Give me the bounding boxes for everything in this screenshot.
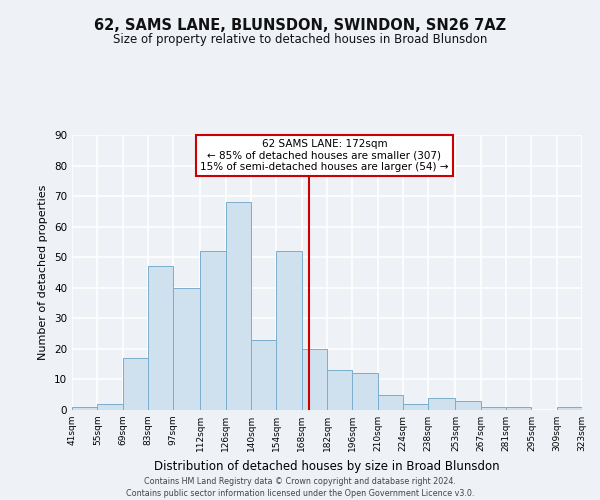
Text: Size of property relative to detached houses in Broad Blunsdon: Size of property relative to detached ho…	[113, 32, 487, 46]
Bar	[302, 349, 327, 410]
Bar	[72, 407, 97, 410]
Bar	[226, 202, 251, 410]
Text: Contains HM Land Registry data © Crown copyright and database right 2024.: Contains HM Land Registry data © Crown c…	[144, 478, 456, 486]
Bar	[200, 251, 226, 410]
Bar	[352, 374, 377, 410]
Bar	[97, 404, 122, 410]
Bar	[122, 358, 148, 410]
Bar	[173, 288, 200, 410]
Bar	[148, 266, 173, 410]
Bar	[377, 394, 403, 410]
Y-axis label: Number of detached properties: Number of detached properties	[38, 185, 49, 360]
Bar	[481, 407, 506, 410]
Bar	[506, 407, 532, 410]
Bar	[455, 401, 481, 410]
Bar	[327, 370, 352, 410]
X-axis label: Distribution of detached houses by size in Broad Blunsdon: Distribution of detached houses by size …	[154, 460, 500, 472]
Bar	[557, 407, 582, 410]
Text: 62 SAMS LANE: 172sqm
← 85% of detached houses are smaller (307)
15% of semi-deta: 62 SAMS LANE: 172sqm ← 85% of detached h…	[200, 139, 449, 172]
Bar	[277, 251, 302, 410]
Text: 62, SAMS LANE, BLUNSDON, SWINDON, SN26 7AZ: 62, SAMS LANE, BLUNSDON, SWINDON, SN26 7…	[94, 18, 506, 32]
Bar	[403, 404, 428, 410]
Bar	[428, 398, 455, 410]
Bar	[251, 340, 277, 410]
Text: Contains public sector information licensed under the Open Government Licence v3: Contains public sector information licen…	[126, 489, 474, 498]
